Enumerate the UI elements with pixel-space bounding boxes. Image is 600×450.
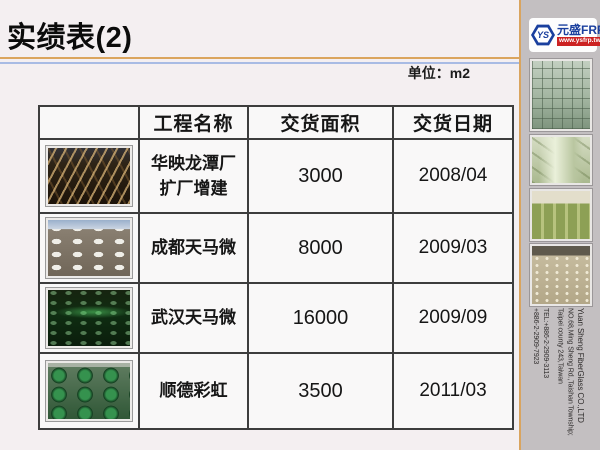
table-header-row: 工程名称 交货面积 交货日期 xyxy=(38,105,514,140)
table-row: 顺德彩虹 3500 2011/03 xyxy=(38,352,514,430)
project-photo-huaying xyxy=(45,145,133,207)
brand-url: www.ysfrp.tw xyxy=(557,37,600,46)
logo-monogram: YS xyxy=(536,30,549,40)
table-row: 成都天马微 8000 2009/03 xyxy=(38,212,514,284)
slide-main: 实绩表(2) 单位：m2 工程名称 交货面积 交货日期 华映龙潭厂 扩厂增建 3… xyxy=(0,22,519,430)
company-logo: YS 元盛FRP www.ysfrp.tw xyxy=(529,18,600,52)
project-name: 华映龙潭厂 扩厂增建 xyxy=(138,138,249,214)
sidebar-photo-waffle-ceiling xyxy=(530,59,592,131)
sidebar-photo-storage-tanks xyxy=(530,189,592,241)
header-delivery-date: 交货日期 xyxy=(392,105,514,140)
photo-cell xyxy=(38,212,140,284)
table-row: 华映龙潭厂 扩厂增建 3000 2008/04 xyxy=(38,138,514,214)
delivery-date: 2011/03 xyxy=(392,352,514,430)
sidebar-accent-line xyxy=(519,0,521,450)
sidebar: YS 元盛FRP www.ysfrp.tw Yuan Sheng FiberGl… xyxy=(521,0,600,450)
contact-address-2: Taipei county 243,Taiwan xyxy=(556,308,564,384)
project-photo-chengdu xyxy=(45,217,133,279)
ys-hexagon-logo-icon: YS xyxy=(531,24,555,46)
header-project-name: 工程名称 xyxy=(138,105,249,140)
performance-table: 工程名称 交货面积 交货日期 华映龙潭厂 扩厂增建 3000 2008/04 成… xyxy=(38,105,514,430)
delivery-date: 2009/09 xyxy=(392,282,514,354)
unit-label: 单位：m2 xyxy=(407,65,470,81)
contact-address-1: NO.68,Ming Sheng Rd.,Taishan Township; xyxy=(566,308,574,436)
project-name: 顺德彩虹 xyxy=(138,352,249,430)
delivery-area: 3000 xyxy=(247,138,394,214)
company-contact-vertical-text: Yuan Sheng FiberGlass CO.,LTD NO.68,Ming… xyxy=(526,308,586,450)
title-divider-orange xyxy=(0,57,519,59)
photo-cell xyxy=(38,282,140,354)
header-photo-cell xyxy=(38,105,140,140)
hexagon-inner xyxy=(534,27,552,43)
delivery-area: 3500 xyxy=(247,352,394,430)
project-photo-shunde xyxy=(45,360,133,422)
header-delivery-area: 交货面积 xyxy=(247,105,394,140)
photo-cell xyxy=(38,352,140,430)
photo-cell xyxy=(38,138,140,214)
sidebar-photo-frp-tank xyxy=(530,135,592,185)
project-photo-wuhan xyxy=(45,287,133,349)
table-row: 武汉天马微 16000 2009/09 xyxy=(38,282,514,354)
contact-company: Yuan Sheng FiberGlass CO.,LTD xyxy=(576,308,585,423)
page-title: 实绩表(2) xyxy=(7,22,133,54)
contact-tel-2: +886-2-2909-7923 xyxy=(531,308,539,365)
delivery-area: 8000 xyxy=(247,212,394,284)
brand-name: 元盛FRP xyxy=(557,23,600,38)
project-name: 武汉天马微 xyxy=(138,282,249,354)
title-divider-blue xyxy=(0,62,519,64)
delivery-date: 2009/03 xyxy=(392,212,514,284)
project-name: 成都天马微 xyxy=(138,212,249,284)
contact-tel: TEL:+886-2-2909-3113 xyxy=(542,308,550,379)
delivery-date: 2008/04 xyxy=(392,138,514,214)
sidebar-photo-raised-floor xyxy=(530,244,592,306)
delivery-area: 16000 xyxy=(247,282,394,354)
logo-text-block: 元盛FRP www.ysfrp.tw xyxy=(557,23,600,46)
